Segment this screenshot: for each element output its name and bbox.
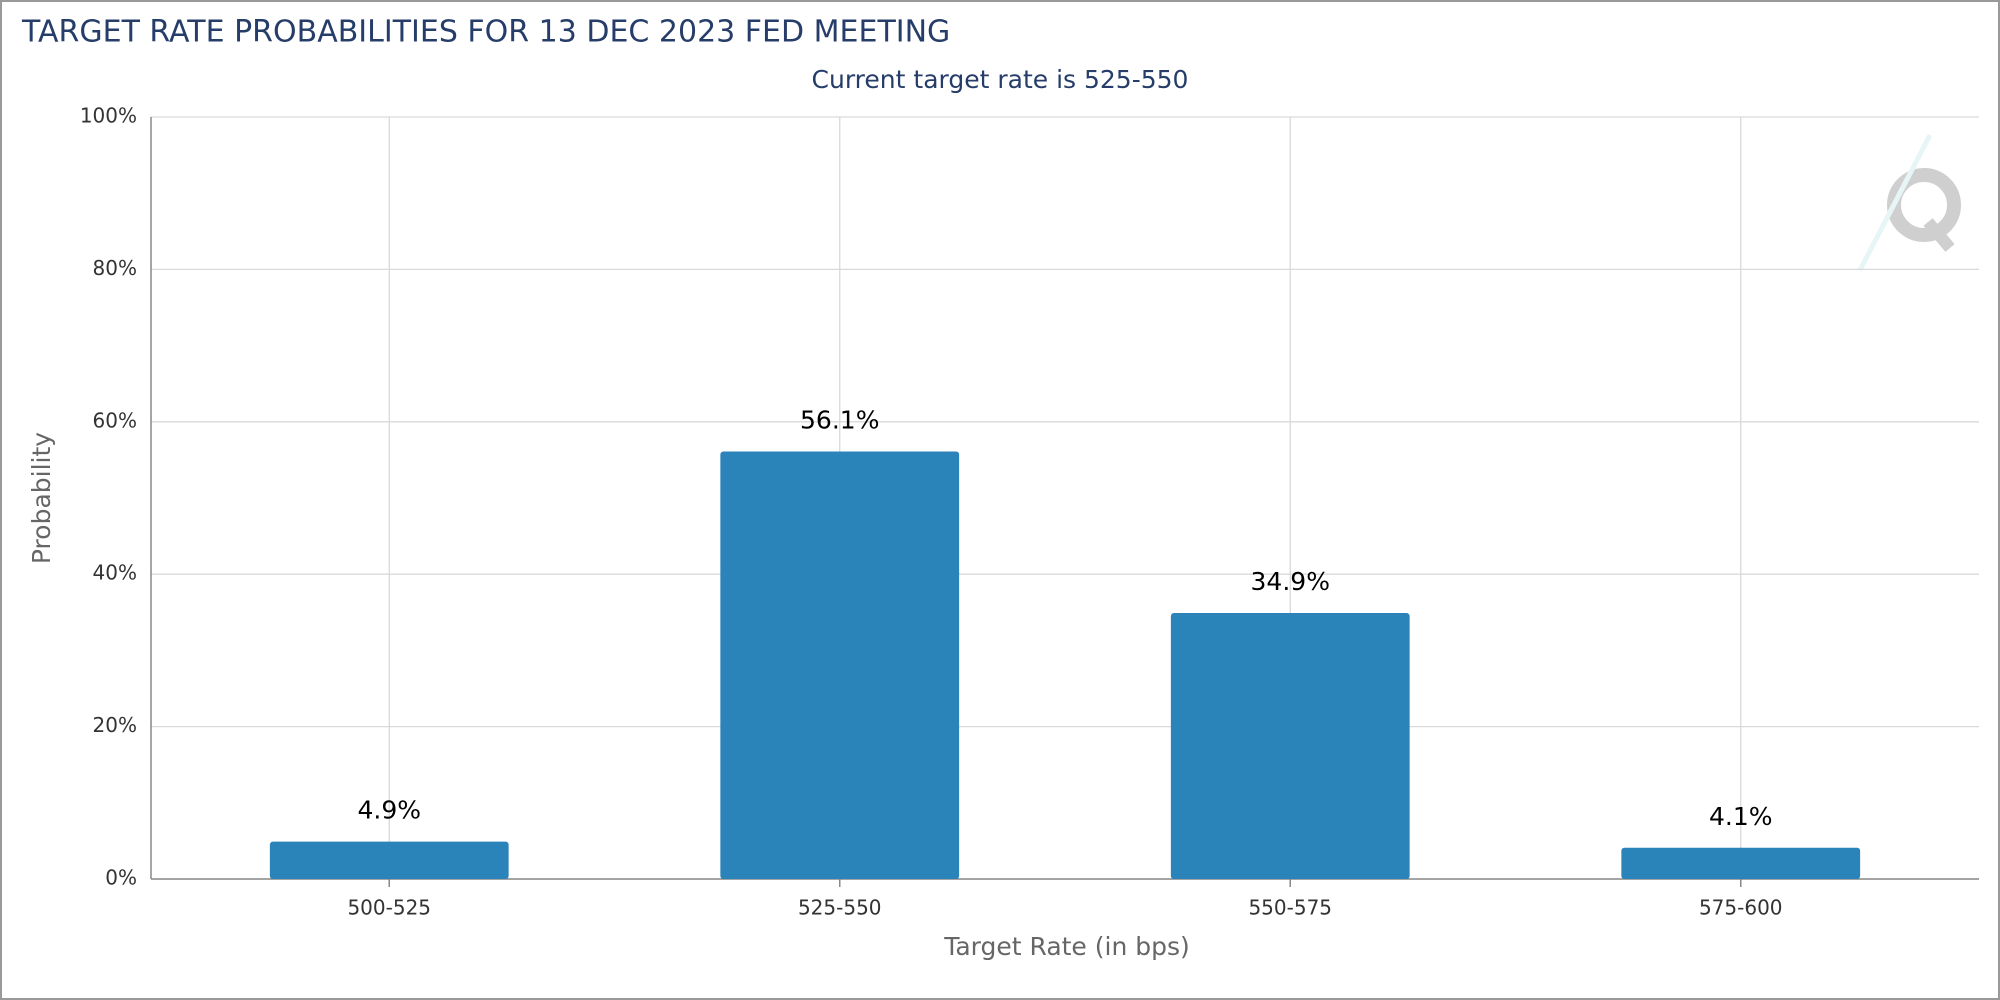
- bar: [269, 841, 509, 879]
- bar: [1621, 847, 1861, 879]
- y-axis-title: Probability: [27, 432, 56, 564]
- bar: [1170, 613, 1410, 879]
- y-tick-label: 60%: [93, 408, 137, 432]
- data-label: 34.9%: [1251, 567, 1330, 596]
- y-tick-label: 100%: [80, 104, 137, 128]
- x-tick-label: 500-525: [347, 896, 431, 920]
- y-tick-label: 20%: [93, 713, 137, 737]
- x-axis-title: Target Rate (in bps): [943, 932, 1190, 961]
- data-label: 56.1%: [800, 406, 879, 435]
- chart-title: TARGET RATE PROBABILITIES FOR 13 DEC 202…: [21, 15, 950, 50]
- chart-subtitle: Current target rate is 525-550: [812, 65, 1189, 94]
- data-label: 4.1%: [1709, 802, 1773, 831]
- data-label: 4.9%: [357, 796, 421, 825]
- watermark-logo: [1857, 133, 1961, 272]
- x-tick-label: 550-575: [1248, 896, 1332, 920]
- y-tick-label: 80%: [93, 256, 137, 280]
- y-tick-label: 0%: [105, 866, 137, 890]
- bar: [720, 451, 960, 879]
- x-tick-label: 525-550: [798, 896, 882, 920]
- x-tick-label: 575-600: [1699, 896, 1783, 920]
- y-tick-label: 40%: [93, 561, 137, 585]
